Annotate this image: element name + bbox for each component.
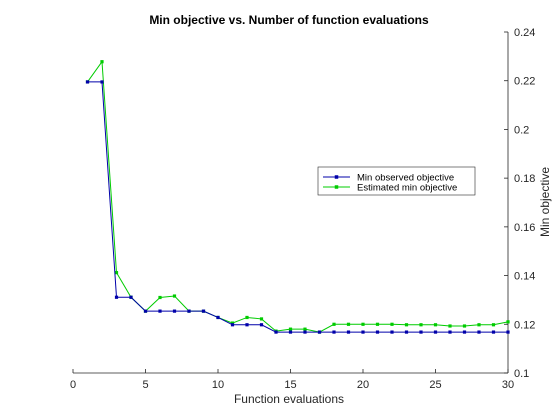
data-point-estimated-min xyxy=(433,323,438,327)
plot-lines xyxy=(85,60,510,334)
y-tick-label: 0.22 xyxy=(514,76,535,88)
data-point-estimated-min xyxy=(172,294,177,298)
legend-label-estimated-min: Estimated min objective xyxy=(357,183,457,194)
data-point-min-observed xyxy=(259,323,264,327)
data-point-min-observed xyxy=(332,330,336,334)
ticks: 0 5 10 15 20 25 300.1 0.12 0.14 0.16 0.18 0.2 0.22 0.… xyxy=(70,27,535,391)
data-point-min-observed xyxy=(361,330,365,334)
legend: Min observed objective Estimated min obj… xyxy=(317,166,476,196)
data-point-estimated-min xyxy=(361,322,365,326)
y-tick-label: 0.1 xyxy=(514,368,529,380)
x-tick-label: 25 xyxy=(429,379,441,391)
data-point-min-observed xyxy=(245,323,249,327)
data-point-min-observed xyxy=(433,330,438,334)
data-point-min-observed xyxy=(404,330,409,334)
legend-box xyxy=(317,166,476,196)
x-tick-label: 5 xyxy=(142,379,148,391)
data-point-estimated-min xyxy=(230,321,235,325)
data-point-estimated-min xyxy=(477,323,481,327)
series-line-estimated-min xyxy=(87,60,509,333)
y-tick-label: 0.2 xyxy=(514,124,529,136)
data-point-estimated-min xyxy=(245,315,249,320)
data-point-min-observed xyxy=(477,330,481,334)
data-point-estimated-min xyxy=(259,317,264,321)
data-point-min-observed xyxy=(172,309,177,313)
y-tick-label: 0.12 xyxy=(514,319,535,331)
data-point-estimated-min xyxy=(332,322,336,326)
axes xyxy=(73,32,509,374)
data-point-min-observed xyxy=(390,330,394,334)
chart-title: Min objective vs. Number of function eva… xyxy=(149,13,429,27)
data-point-estimated-min xyxy=(404,323,409,327)
data-point-estimated-min xyxy=(288,327,293,331)
data-point-estimated-min xyxy=(419,323,423,327)
data-point-estimated-min xyxy=(462,324,467,328)
x-tick-label: 15 xyxy=(284,379,296,391)
y-tick-label: 0.18 xyxy=(514,173,535,185)
data-point-min-observed xyxy=(274,330,278,334)
data-point-min-observed xyxy=(100,80,104,84)
data-point-estimated-min xyxy=(506,320,510,324)
data-point-min-observed xyxy=(85,80,90,84)
data-point-min-observed xyxy=(129,295,133,299)
data-point-estimated-min xyxy=(303,327,307,331)
y-tick-label: 0.24 xyxy=(514,27,535,39)
data-point-min-observed xyxy=(201,309,206,313)
data-point-min-observed xyxy=(143,309,148,313)
legend-label-min-observed: Min observed objective xyxy=(357,173,454,184)
x-axis-label: Function evaluations xyxy=(234,392,344,406)
data-point-min-observed xyxy=(419,330,423,334)
data-point-min-observed xyxy=(158,309,162,313)
x-tick-label: 0 xyxy=(70,379,76,391)
series-line-min-observed xyxy=(87,81,508,333)
data-point-min-observed xyxy=(288,330,293,334)
legend-marker-min-observed xyxy=(334,175,339,179)
data-point-estimated-min xyxy=(390,322,394,326)
x-tick-label: 20 xyxy=(357,379,369,391)
x-tick-label: 30 xyxy=(502,379,514,391)
legend-marker-estimated-min xyxy=(334,185,339,189)
data-point-min-observed xyxy=(448,330,452,334)
data-point-min-observed xyxy=(187,309,191,313)
data-point-min-observed xyxy=(346,330,351,334)
data-point-estimated-min xyxy=(114,271,119,275)
data-point-estimated-min xyxy=(491,323,496,327)
data-point-estimated-min xyxy=(100,60,104,64)
y-tick-label: 0.14 xyxy=(514,271,535,283)
data-point-min-observed xyxy=(230,323,235,327)
data-point-min-observed xyxy=(462,330,467,334)
data-point-estimated-min xyxy=(448,324,452,328)
data-point-estimated-min xyxy=(375,322,380,326)
y-axis-label: Min objective xyxy=(538,167,552,237)
data-point-min-observed xyxy=(317,330,322,334)
data-point-min-observed xyxy=(506,330,510,334)
x-tick-label: 10 xyxy=(212,379,224,391)
data-point-estimated-min xyxy=(346,322,351,326)
data-point-estimated-min xyxy=(158,295,162,300)
data-point-min-observed xyxy=(375,330,380,334)
data-point-min-observed xyxy=(303,330,307,334)
data-point-min-observed xyxy=(114,295,119,299)
data-point-min-observed xyxy=(491,330,496,334)
data-point-min-observed xyxy=(216,315,220,320)
y-tick-label: 0.16 xyxy=(514,222,535,234)
